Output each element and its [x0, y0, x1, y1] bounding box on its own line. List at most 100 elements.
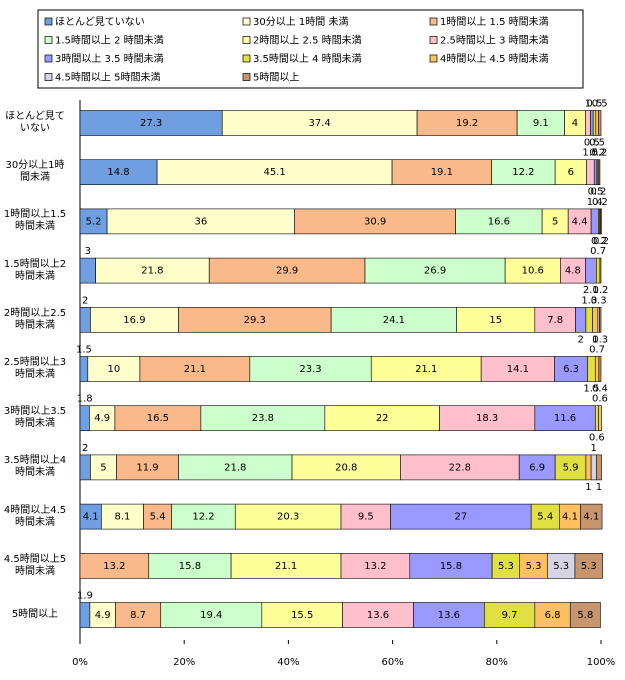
bar-segment: [89, 602, 116, 628]
bar-segment: [160, 602, 263, 628]
bar-segment: [590, 110, 594, 136]
bar-segment: [409, 552, 493, 579]
value-label: 13.2: [103, 561, 125, 572]
value-label: 5.2: [86, 216, 102, 227]
x-tick-label: 40%: [277, 657, 299, 668]
y-tick-label: 2時間以上2.5時間未満: [3, 307, 67, 331]
value-label: 20.3: [277, 512, 299, 523]
legend-box: [37, 9, 584, 89]
bar-segment: [139, 356, 251, 382]
bar-segment: [575, 306, 587, 333]
value-label: 1: [585, 482, 591, 493]
value-label: 21.1: [415, 364, 437, 375]
value-label: 1: [585, 99, 591, 110]
bar-segment: [541, 208, 569, 235]
bar-segment: [516, 110, 565, 136]
bar-segment: [106, 208, 295, 235]
bar-segment: [580, 503, 603, 530]
value-label: 0.5: [592, 99, 608, 110]
value-label: 9.7: [502, 610, 518, 621]
value-label: 15.8: [440, 561, 462, 572]
bar-segment: [221, 110, 418, 136]
value-label: 11.9: [136, 462, 158, 473]
value-label: 1.3: [581, 295, 597, 306]
bar-segment: [340, 552, 411, 579]
legend-swatch: [242, 54, 251, 63]
value-label: 36: [195, 216, 208, 227]
bar-segment: [79, 257, 96, 284]
value-label: 27: [454, 512, 467, 523]
legend-swatch: [242, 36, 251, 44]
value-label: 0.3: [591, 295, 607, 306]
bar-segment: [569, 602, 601, 628]
value-label: 19.2: [456, 118, 478, 129]
legend-swatch: [429, 36, 438, 44]
legend-label: 1時間以上 1.5 時間未満: [440, 16, 549, 28]
bar-segment: [585, 454, 592, 481]
x-tick-label: 80%: [486, 657, 508, 668]
bar-segment: [456, 306, 536, 333]
bar-segment: [483, 602, 536, 628]
value-label: 5.4: [150, 512, 166, 523]
bar-segment: [234, 503, 342, 530]
y-tick-label: 3.5時間以上4時間未満: [3, 455, 67, 479]
legend-label: 30分以上 1時間 未満: [253, 16, 348, 28]
value-label: 0.4: [592, 384, 608, 395]
legend-label: 1.5時間以上 2 時間未満: [55, 35, 164, 47]
legend-label: 4.5時間以上 5時間未満: [55, 72, 160, 84]
value-label: 4.1: [583, 512, 599, 523]
value-label: 9.5: [358, 512, 374, 523]
value-label: 23.8: [252, 413, 274, 424]
legend-label: 2時間以上 2.5 時間未満: [253, 35, 362, 47]
legend-swatch: [44, 73, 53, 81]
value-label: 30.9: [364, 216, 386, 227]
x-tick-label: 0%: [72, 657, 88, 668]
value-label: 21.8: [141, 266, 163, 277]
y-tick-label: 4.5時間以上5時間未満: [3, 553, 67, 577]
value-label: 2: [577, 334, 583, 345]
bar-segment: [587, 356, 596, 382]
bar-segment: [547, 552, 576, 579]
value-label: 15.5: [291, 610, 313, 621]
bar-segment: [596, 454, 602, 481]
value-label: 15: [489, 315, 502, 326]
value-label: 10.6: [522, 266, 544, 277]
bar-segment: [342, 602, 414, 628]
value-label: 13.6: [367, 610, 389, 621]
bar-segment: [390, 503, 532, 530]
bar-segment: [90, 454, 117, 481]
bar-segment: [598, 356, 602, 382]
y-tick-label: 2.5時間以上3時間未満: [3, 357, 67, 380]
value-label: 5.4: [537, 512, 553, 523]
value-label: 19.4: [200, 610, 222, 621]
bar-segment: [208, 257, 366, 284]
bar-segment: [413, 602, 485, 628]
bar-segment: [554, 454, 587, 481]
value-label: 37.4: [309, 118, 331, 129]
bar-segment: [590, 208, 599, 235]
value-label: 5.3: [526, 561, 542, 572]
value-label: 2: [82, 295, 88, 306]
value-label: 0.2: [590, 187, 606, 198]
bar-segment: [592, 110, 597, 136]
bar-segment: [504, 257, 561, 284]
bar-segment: [491, 552, 521, 579]
value-label: 2: [82, 443, 88, 454]
bar-segment: [79, 454, 91, 481]
value-label: 3: [85, 246, 91, 257]
value-label: 24.1: [383, 315, 405, 326]
value-label: 14.1: [507, 364, 529, 375]
value-label: 0.5: [584, 138, 600, 149]
bar-segment: [439, 405, 536, 432]
value-label: 0.2: [591, 236, 607, 247]
bar-segment: [554, 356, 588, 382]
value-label: 11.6: [554, 413, 576, 424]
value-label: 26.9: [424, 266, 446, 277]
bar-segment: [114, 405, 202, 432]
bar-segment: [416, 110, 518, 136]
bar-segment: [530, 503, 560, 530]
value-label: 0.2: [589, 148, 605, 159]
bar-segment: [90, 306, 179, 333]
value-label: 16.9: [123, 315, 145, 326]
